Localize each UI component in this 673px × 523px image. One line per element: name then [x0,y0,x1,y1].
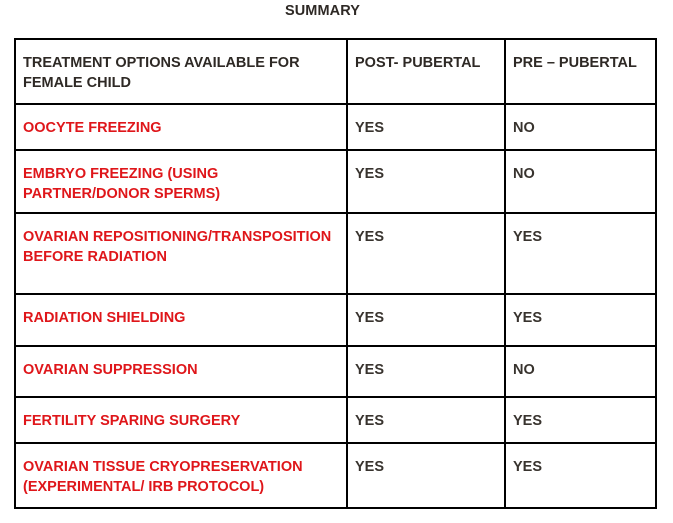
treatment-cell: EMBRYO FREEZING (USING PARTNER/DONOR SPE… [14,149,348,214]
post-pubertal-cell: YES [346,293,506,347]
treatment-cell: RADIATION SHIELDING [14,293,348,347]
pre-pubertal-cell: NO [504,149,657,214]
post-pubertal-cell: YES [346,212,506,295]
table-row: RADIATION SHIELDING YES YES [14,293,657,347]
table-row: OVARIAN TISSUE CRYOPRESERVATION (EXPERIM… [14,442,657,509]
pre-pubertal-cell: NO [504,345,657,398]
post-pubertal-cell: YES [346,149,506,214]
post-pubertal-cell: YES [346,442,506,509]
pre-pubertal-header: PRE – PUBERTAL [504,38,657,105]
table-row: FERTILITY SPARING SURGERY YES YES [14,396,657,444]
treatment-cell: FERTILITY SPARING SURGERY [14,396,348,444]
pre-pubertal-cell: YES [504,212,657,295]
page-title: SUMMARY [284,3,361,19]
pre-pubertal-cell: YES [504,396,657,444]
treatment-cell: OVARIAN TISSUE CRYOPRESERVATION (EXPERIM… [14,442,348,509]
treatment-options-header: TREATMENT OPTIONS AVAILABLE FOR FEMALE C… [14,38,348,105]
post-pubertal-cell: YES [346,345,506,398]
pre-pubertal-cell: YES [504,442,657,509]
summary-table: TREATMENT OPTIONS AVAILABLE FOR FEMALE C… [14,38,657,509]
post-pubertal-header: POST- PUBERTAL [346,38,506,105]
table-row: OVARIAN REPOSITIONING/TRANSPOSITION BEFO… [14,212,657,295]
table-row: OVARIAN SUPPRESSION YES NO [14,345,657,398]
post-pubertal-cell: YES [346,103,506,151]
treatment-cell: OOCYTE FREEZING [14,103,348,151]
table-row: OOCYTE FREEZING YES NO [14,103,657,151]
post-pubertal-cell: YES [346,396,506,444]
treatment-cell: OVARIAN REPOSITIONING/TRANSPOSITION BEFO… [14,212,348,295]
pre-pubertal-cell: NO [504,103,657,151]
treatment-cell: OVARIAN SUPPRESSION [14,345,348,398]
table-header-row: TREATMENT OPTIONS AVAILABLE FOR FEMALE C… [14,38,657,105]
table-row: EMBRYO FREEZING (USING PARTNER/DONOR SPE… [14,149,657,214]
pre-pubertal-cell: YES [504,293,657,347]
